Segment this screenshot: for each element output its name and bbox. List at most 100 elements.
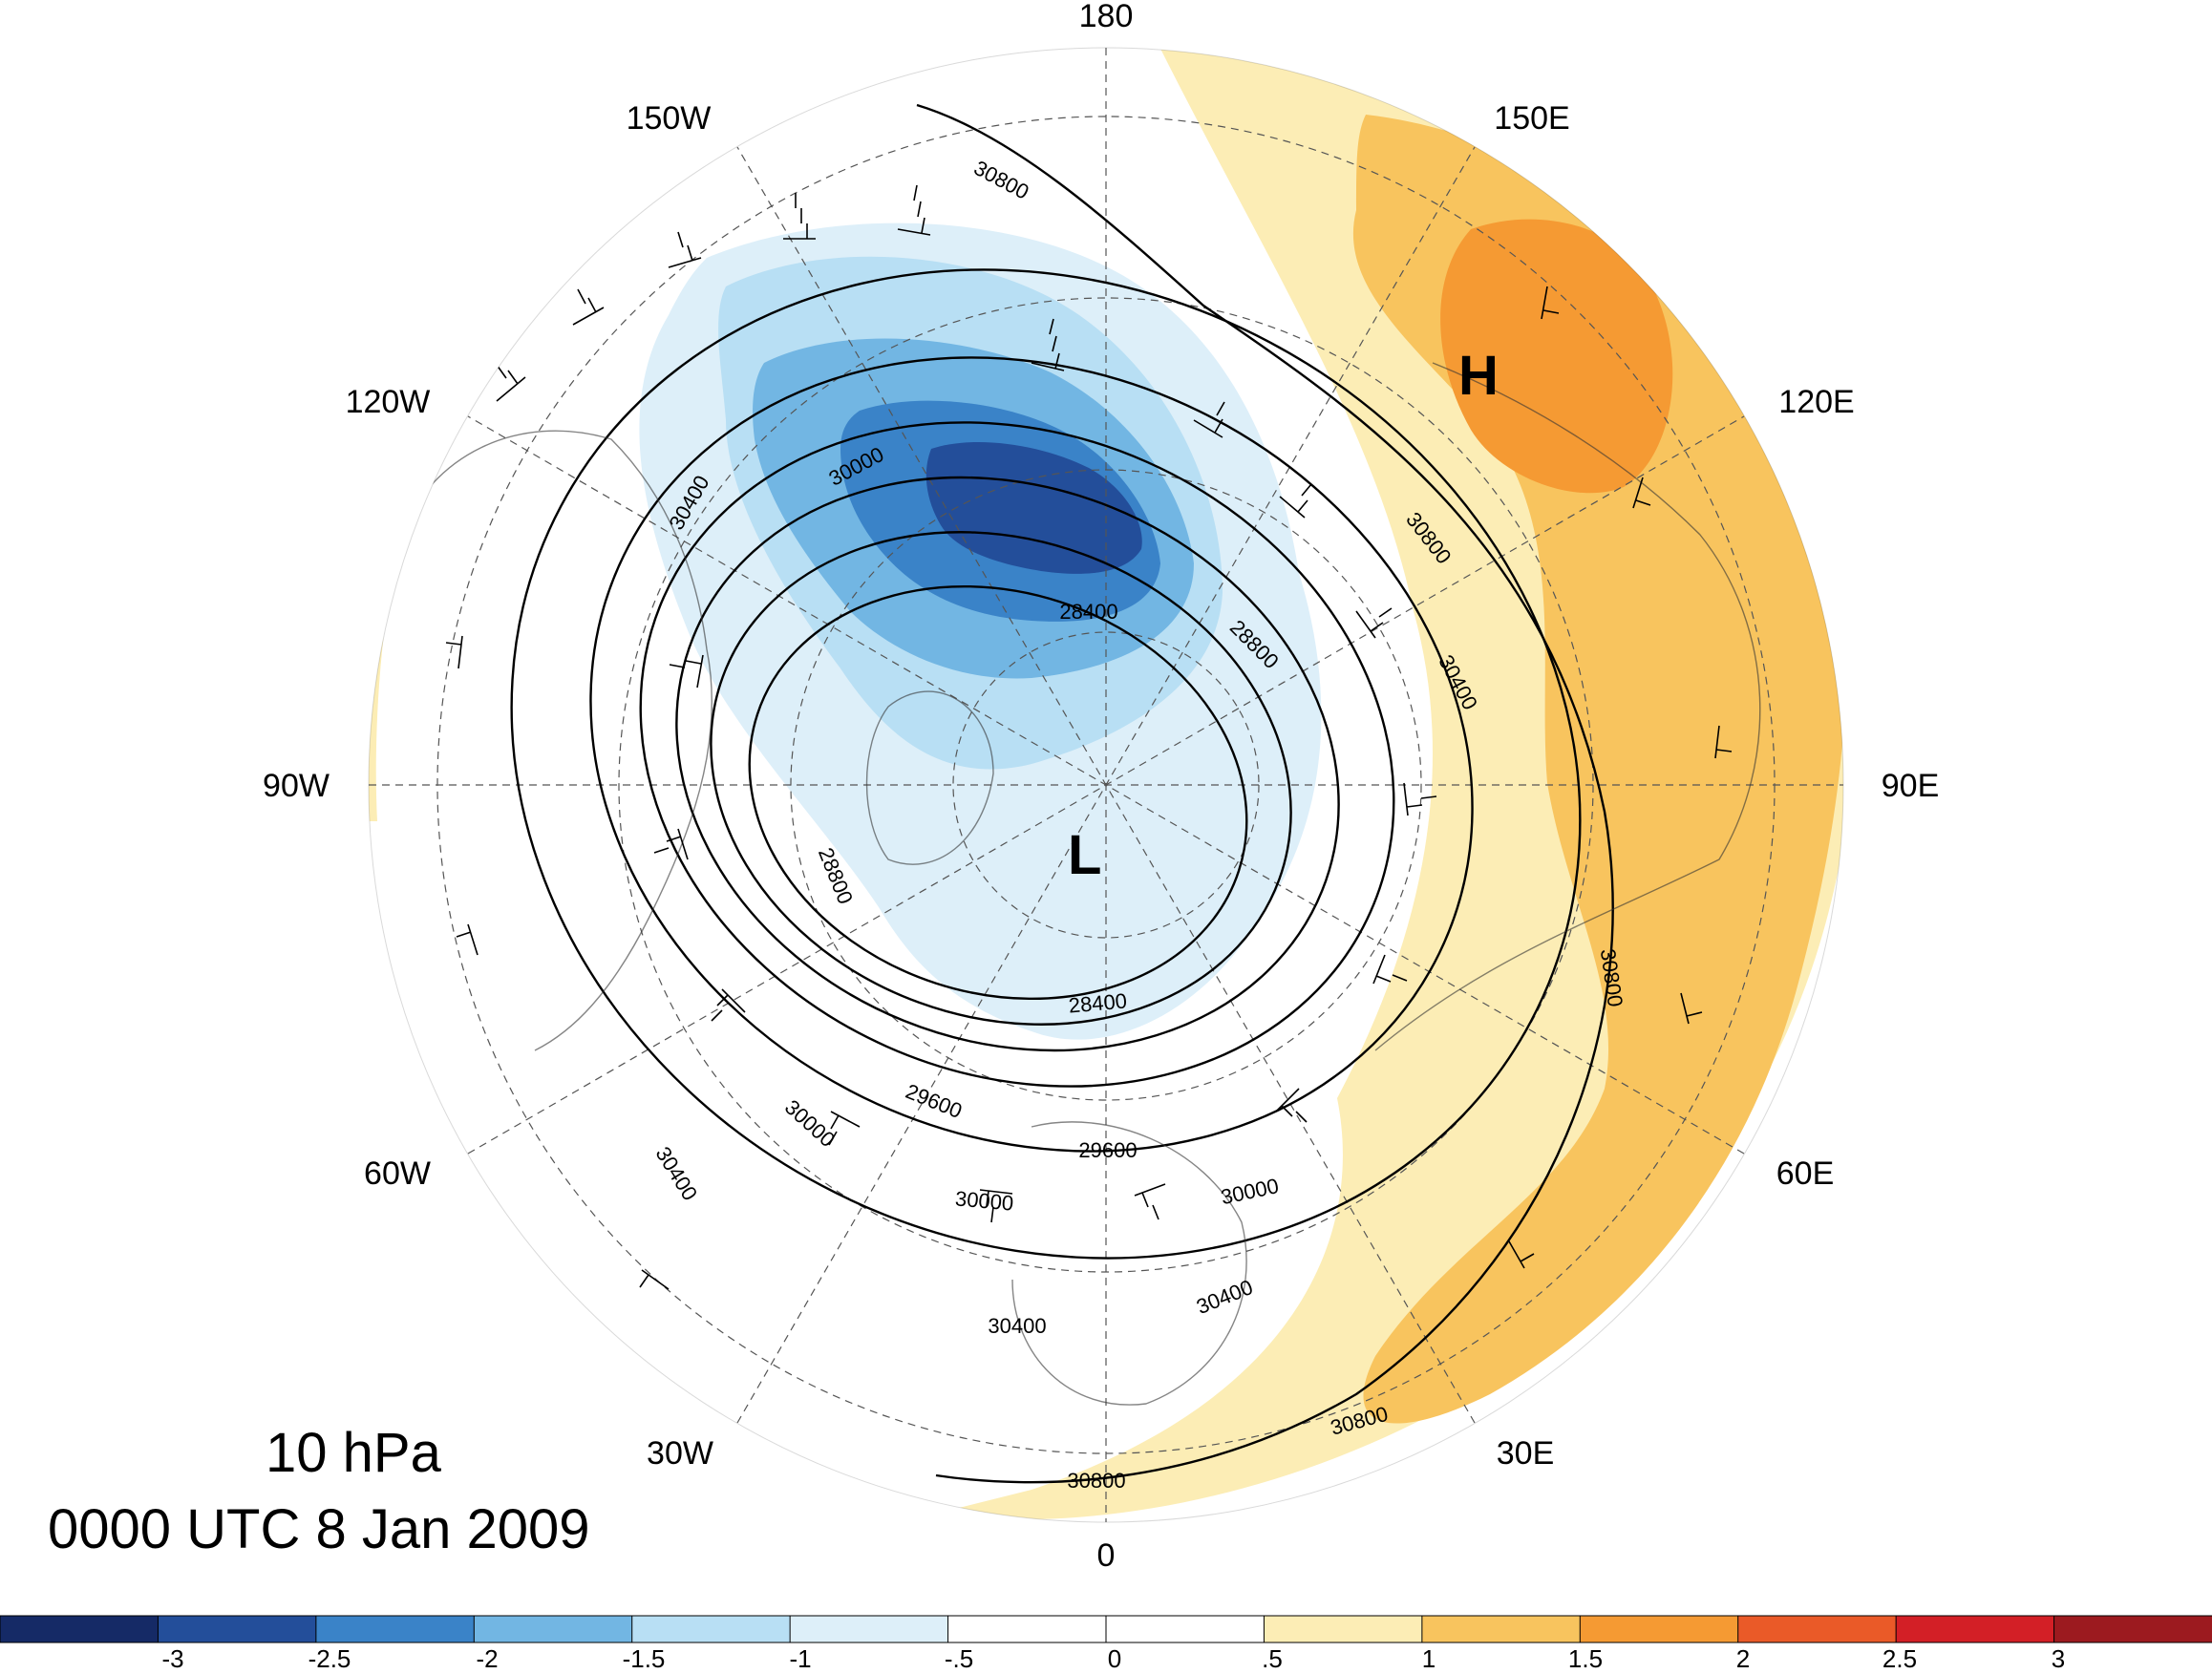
wind-barb (456, 923, 479, 956)
warm-anomaly-strong (1440, 219, 1673, 494)
wind-barb (668, 231, 702, 268)
wind-barb (1193, 401, 1225, 438)
coast-asia (1374, 362, 1761, 1051)
colorbar-box (473, 1615, 633, 1643)
lon-label-30w: 30W (647, 1435, 713, 1472)
wind-barbs (445, 184, 1733, 1290)
contour-label: 28400 (1068, 988, 1128, 1017)
wind-barb (496, 364, 526, 402)
contour-label: 29600 (903, 1079, 966, 1123)
contour-label: 30400 (988, 1314, 1046, 1338)
wind-barb (653, 828, 689, 860)
lon-label-120w: 120W (346, 384, 431, 420)
coast-greenland (865, 690, 994, 865)
colorbar-tick-label: 1.5 (1568, 1644, 1603, 1673)
wind-barb (1632, 477, 1651, 509)
colorbar-tick-label: -1 (789, 1644, 811, 1673)
colorbar-box (1737, 1615, 1898, 1643)
wind-barb (1714, 725, 1733, 759)
contour-29200 (675, 476, 1340, 1052)
colorbar-box (1421, 1615, 1582, 1643)
colorbar-box (631, 1615, 792, 1643)
contour-label: 30800 (1067, 1469, 1125, 1493)
longitude-labels: 180 150W 150E 120W 120E 90W 90E 60W 60E … (263, 0, 1939, 1574)
wind-barb (1031, 318, 1065, 371)
wind-barb (828, 1111, 861, 1146)
colorbar-tick-label: 3 (2052, 1644, 2065, 1673)
colorbar-box (1895, 1615, 2055, 1643)
wind-barb (445, 635, 463, 669)
wind-barb (1508, 1240, 1535, 1269)
lon-label-120e: 120E (1778, 384, 1854, 420)
wind-barb (1355, 607, 1393, 639)
colorbar-tick-label: -3 (161, 1644, 183, 1673)
colorbar-tick-label: .5 (1262, 1644, 1283, 1673)
warm-anomaly-medium (1352, 115, 1843, 1424)
lon-label-150e: 150E (1494, 100, 1569, 137)
colorbar: -3 -2.5 -2 -1.5 -1 -.5 0 .5 1 1.5 2 2.5 … (0, 1615, 2212, 1673)
anomaly-shading (369, 48, 1843, 1520)
parallel-3 (618, 297, 1594, 1273)
high-pressure-center: H (1458, 345, 1499, 407)
colorbar-box (157, 1615, 317, 1643)
wind-barb (1279, 483, 1312, 519)
parallel-4 (436, 116, 1776, 1454)
low-pressure-center: L (1068, 824, 1101, 886)
lon-label-30e: 30E (1497, 1435, 1555, 1472)
wind-barb (1275, 1088, 1308, 1123)
colorbar-box (789, 1615, 949, 1643)
valid-time-title: 0000 UTC 8 Jan 2009 (48, 1498, 590, 1560)
colorbar-tick-label: -2.5 (308, 1644, 351, 1673)
contour-29600 (639, 421, 1395, 1088)
wind-barb (639, 1269, 670, 1290)
wind-barb (1403, 782, 1437, 816)
colorbar-box (2053, 1615, 2212, 1643)
graticule (369, 48, 1843, 1522)
colorbar-tick-labels: -3 -2.5 -2 -1.5 -1 -.5 0 .5 1 1.5 2 2.5 … (161, 1644, 2065, 1673)
contour-label: 29600 (1078, 1138, 1137, 1162)
pressure-level-title: 10 hPa (266, 1422, 441, 1484)
colorbar-tick-label: 2 (1736, 1644, 1750, 1673)
lon-label-90w: 90W (263, 768, 330, 804)
height-contours (510, 103, 1614, 1484)
lon-label-60e: 60E (1776, 1155, 1835, 1192)
wind-barb (1680, 992, 1703, 1025)
parallel-2 (790, 469, 1422, 1101)
wind-barb (979, 1189, 1013, 1223)
warm-anomaly-left-edge (369, 535, 401, 821)
lon-label-90e: 90E (1882, 768, 1940, 804)
coastlines (400, 362, 1761, 1406)
contour-label: 30400 (651, 1142, 703, 1204)
lon-label-150w: 150W (627, 100, 712, 137)
coast-north-america (400, 430, 713, 1051)
colorbar-tick-label: 0 (1108, 1644, 1121, 1673)
contour-28800 (710, 531, 1292, 1026)
contour-30800 (916, 103, 1614, 1484)
colorbar-boxes (0, 1615, 2212, 1643)
colorbar-box (315, 1615, 476, 1643)
colorbar-tick-label: 1 (1422, 1644, 1436, 1673)
coast-europe (1011, 1121, 1247, 1406)
wind-barb (1541, 286, 1560, 320)
cold-anomaly-4 (925, 441, 1142, 574)
contour-30400 (510, 268, 1582, 1260)
wind-barb (783, 193, 816, 240)
contour-label: 28400 (1059, 600, 1117, 624)
colorbar-box (0, 1615, 160, 1643)
lon-label-60w: 60W (364, 1155, 431, 1192)
wind-barb (669, 654, 704, 689)
contour-label: 30800 (970, 156, 1033, 204)
colorbar-tick-label: -1.5 (623, 1644, 666, 1673)
contour-label: 30000 (780, 1095, 840, 1153)
wind-barb (1372, 954, 1408, 985)
contour-28400 (748, 584, 1248, 1001)
parallel-1 (952, 631, 1260, 939)
colorbar-box (1579, 1615, 1739, 1643)
contour-30000 (589, 356, 1474, 1153)
colorbar-tick-label: -2 (476, 1644, 498, 1673)
colorbar-tick-label: -.5 (945, 1644, 973, 1673)
wind-barb (572, 288, 605, 326)
lon-label-0: 0 (1097, 1537, 1116, 1574)
colorbar-box (947, 1615, 1107, 1643)
